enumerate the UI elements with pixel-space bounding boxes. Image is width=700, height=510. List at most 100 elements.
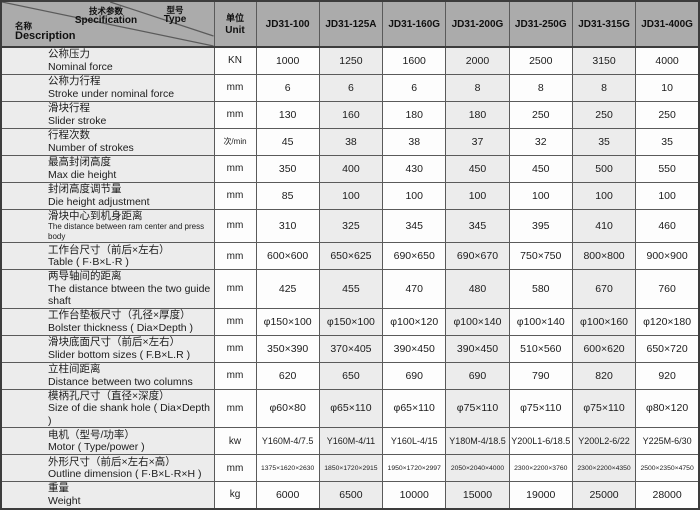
value-cell: 100 <box>508 181 573 210</box>
value-cell: 800×800 <box>571 242 637 270</box>
value-cell: 2300×2200×4350 <box>571 454 637 482</box>
table-row: 滑块行程 Slider stroke mm 130 160 180 180 250 250 250 <box>0 100 700 129</box>
row-label-en: Number of strokes <box>48 141 134 154</box>
column-header-model: JD31-315G <box>571 0 637 48</box>
value-cell: 395 <box>508 208 573 243</box>
row-label: 重量 Weight <box>0 481 215 509</box>
value-cell: 6000 <box>255 481 320 509</box>
value-cell: 35 <box>635 127 700 156</box>
value-cell: 425 <box>255 269 320 309</box>
unit-cell: mm <box>213 242 257 270</box>
value-cell: 500 <box>571 154 637 183</box>
row-label-cn: 滑块行程 <box>48 102 90 114</box>
table-row: 立柱间距离 Distance between two columns mm 620 65… <box>0 361 700 390</box>
value-cell: 900×900 <box>635 242 700 270</box>
value-cell: 820 <box>571 361 637 390</box>
row-label: 封闭高度调节量 Die height adjustment <box>0 181 215 210</box>
table-row: 工作台垫板尺寸（孔径×厚度） Bolster thickness ( Dia×De… <box>0 307 700 336</box>
value-cell: 45 <box>255 127 320 156</box>
table-row: 最高封闭高度 Max die height mm 350 400 430 450 450 500… <box>0 154 700 183</box>
value-cell: 8 <box>571 73 637 102</box>
row-label: 滑块底面尺寸（前后×左右） Slider bottom sizes ( F.B×L… <box>0 334 215 363</box>
value-cell: 6500 <box>318 481 384 509</box>
value-cell: 38 <box>318 127 384 156</box>
value-cell: 6 <box>382 73 447 102</box>
value-cell: φ150×100 <box>255 307 320 336</box>
value-cell: 480 <box>445 269 510 309</box>
row-label-cn: 电机（型号/功率） <box>48 428 135 441</box>
value-cell: 310 <box>255 208 320 243</box>
value-cell: 2500×2350×4750 <box>635 454 700 482</box>
unit-cell: mm <box>213 307 257 336</box>
row-label-cn: 滑块底面尺寸（前后×左右） <box>48 336 181 348</box>
header-type-label: 型号 Type <box>144 5 206 25</box>
value-cell: 19000 <box>508 481 573 509</box>
value-cell: 6 <box>318 73 384 102</box>
value-cell: φ100×140 <box>508 307 573 336</box>
value-cell: 790 <box>508 361 573 390</box>
value-cell: 690 <box>382 361 447 390</box>
unit-cell: kg <box>213 481 257 509</box>
column-header-model: JD31-100 <box>255 0 320 48</box>
value-cell: 670 <box>571 269 637 309</box>
value-cell: 10000 <box>382 481 447 509</box>
value-cell: 38 <box>382 127 447 156</box>
value-cell: 650 <box>318 361 384 390</box>
row-label-en: Slider bottom sizes ( F.B×L.R ) <box>48 348 191 361</box>
value-cell: φ80×120 <box>635 388 700 428</box>
value-cell: 1250 <box>318 46 384 75</box>
value-cell: 325 <box>318 208 384 243</box>
unit-cell: mm <box>213 388 257 428</box>
description-en: Description <box>15 30 76 42</box>
unit-cell: mm <box>213 454 257 482</box>
value-cell: 15000 <box>445 481 510 509</box>
unit-cell: mm <box>213 269 257 309</box>
value-cell: 620 <box>255 361 320 390</box>
value-cell: 6 <box>255 73 320 102</box>
value-cell: 760 <box>635 269 700 309</box>
row-label: 行程次数 Number of strokes <box>0 127 215 156</box>
value-cell: 100 <box>445 181 510 210</box>
value-cell: 345 <box>382 208 447 243</box>
row-label: 模柄孔尺寸（直径×深度） Size of die shank hole ( Dia… <box>0 388 215 428</box>
value-cell: 1850×1720×2915 <box>318 454 384 482</box>
value-cell: 690×650 <box>382 242 447 270</box>
value-cell: φ150×100 <box>318 307 384 336</box>
row-label-en: Size of die shank hole ( Dia×Depth ) <box>48 402 210 427</box>
value-cell: φ75×110 <box>508 388 573 428</box>
row-label-cn: 公称力行程 <box>48 75 101 87</box>
unit-cell: kw <box>213 427 257 455</box>
row-label-en: Outline dimension ( F·B×L·R×H ) <box>48 468 202 480</box>
row-label: 滑块行程 Slider stroke <box>0 100 215 129</box>
row-label: 电机（型号/功率） Motor ( Type/power ) <box>0 427 215 455</box>
specification-en: Specification <box>74 15 138 26</box>
value-cell: 8 <box>445 73 510 102</box>
value-cell: 650×625 <box>318 242 384 270</box>
unit-cell: mm <box>213 181 257 210</box>
row-label-en: Table ( F·B×L·R ) <box>48 256 129 268</box>
row-label-cn: 立柱间距离 <box>48 363 101 375</box>
value-cell: 25000 <box>571 481 637 509</box>
table-row: 工作台尺寸（前后×左右） Table ( F·B×L·R ) mm 600×600 65… <box>0 242 700 270</box>
value-cell: 1600 <box>382 46 447 75</box>
value-cell: 100 <box>571 181 637 210</box>
column-header-model: JD31-200G <box>445 0 510 48</box>
value-cell: 180 <box>382 100 447 129</box>
table-row: 封闭高度调节量 Die height adjustment mm 85 100 100 10… <box>0 181 700 210</box>
row-label-en: Distance between two columns <box>48 375 193 388</box>
row-label: 外形尺寸（前后×左右×高） Outline dimension ( F·B×L·R… <box>0 454 215 482</box>
value-cell: 460 <box>635 208 700 243</box>
value-cell: φ100×160 <box>571 307 637 336</box>
unit-cell: mm <box>213 73 257 102</box>
value-cell: 32 <box>508 127 573 156</box>
row-label-cn: 重量 <box>48 482 69 495</box>
value-cell: 920 <box>635 361 700 390</box>
unit-cell: mm <box>213 334 257 363</box>
value-cell: 180 <box>445 100 510 129</box>
row-label-cn: 两导轴间的距离 <box>48 270 122 282</box>
value-cell: φ75×110 <box>571 388 637 428</box>
row-label: 公称压力 Nominal force <box>0 46 215 75</box>
value-cell: Y200L2-6/22 <box>571 427 637 455</box>
row-label-en: Weight <box>48 494 81 507</box>
value-cell: 600×600 <box>255 242 320 270</box>
